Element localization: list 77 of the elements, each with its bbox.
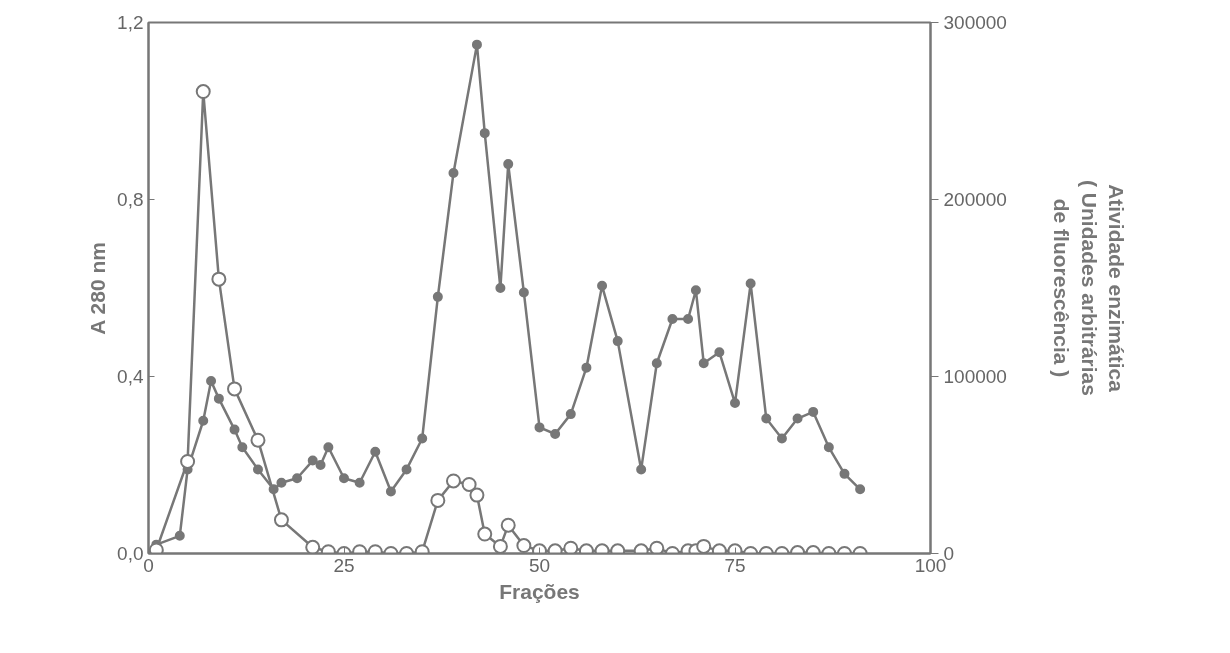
point <box>808 406 819 417</box>
point <box>563 540 579 554</box>
point <box>401 464 412 475</box>
point <box>448 167 459 178</box>
y2-tick-label: 100000 <box>943 366 1007 387</box>
point <box>761 413 772 424</box>
point <box>292 473 303 484</box>
point <box>839 468 850 479</box>
point <box>195 84 211 100</box>
y-axis-title: A 280 nm <box>86 242 110 335</box>
point <box>180 453 196 469</box>
point <box>430 492 446 508</box>
point <box>211 271 227 287</box>
point <box>206 375 217 386</box>
point <box>252 464 263 475</box>
point <box>471 39 482 50</box>
point <box>250 432 266 448</box>
point <box>534 422 545 433</box>
point <box>823 442 834 453</box>
point <box>730 398 740 409</box>
x-tick-label: 25 <box>333 554 355 576</box>
point <box>776 433 787 444</box>
point <box>636 464 647 475</box>
point <box>276 477 287 488</box>
point <box>198 415 209 426</box>
point <box>792 413 803 424</box>
point <box>370 446 381 457</box>
point <box>385 486 396 497</box>
y2-axis-title: Atividade enzimática ( Unidades arbitrárias de fluorescência ) <box>1049 180 1129 396</box>
point <box>323 442 334 453</box>
point <box>432 291 443 302</box>
y-tick-label: 0,0 <box>117 543 144 564</box>
point <box>237 442 248 453</box>
point <box>315 460 326 470</box>
point <box>649 540 665 554</box>
point <box>148 542 164 554</box>
point <box>581 362 592 373</box>
y-tick-label: 0,4 <box>117 366 144 387</box>
point <box>714 347 725 358</box>
point <box>354 477 365 488</box>
point <box>612 336 623 347</box>
point <box>213 393 224 404</box>
y-tick-label: 1,2 <box>117 12 144 33</box>
point <box>417 433 428 444</box>
point <box>696 538 712 554</box>
y-tick-label: 0,8 <box>117 189 144 210</box>
point <box>339 473 349 484</box>
y2-tick-label: 200000 <box>943 189 1007 210</box>
point <box>500 517 516 533</box>
point <box>469 487 485 503</box>
point <box>518 287 529 298</box>
point <box>174 530 185 541</box>
point <box>683 313 694 324</box>
point <box>855 484 866 495</box>
point <box>461 476 477 492</box>
x-axis-title: Frações <box>499 579 580 603</box>
point <box>745 278 756 289</box>
point <box>479 128 490 139</box>
point <box>667 313 678 324</box>
point <box>565 409 576 420</box>
y2-tick-label: 300000 <box>943 12 1007 33</box>
x-tick-label: 0 <box>143 554 154 576</box>
point <box>495 283 506 293</box>
point <box>307 455 318 466</box>
point <box>550 429 561 440</box>
point <box>690 285 701 296</box>
point <box>503 159 514 170</box>
x-tick-label: 75 <box>724 554 746 576</box>
point <box>492 538 508 554</box>
point <box>305 539 321 554</box>
point <box>227 381 243 397</box>
point <box>445 473 461 489</box>
point <box>597 280 608 291</box>
point <box>229 424 240 435</box>
point <box>698 358 709 369</box>
x-tick-label: 50 <box>528 554 551 576</box>
point <box>651 358 662 369</box>
